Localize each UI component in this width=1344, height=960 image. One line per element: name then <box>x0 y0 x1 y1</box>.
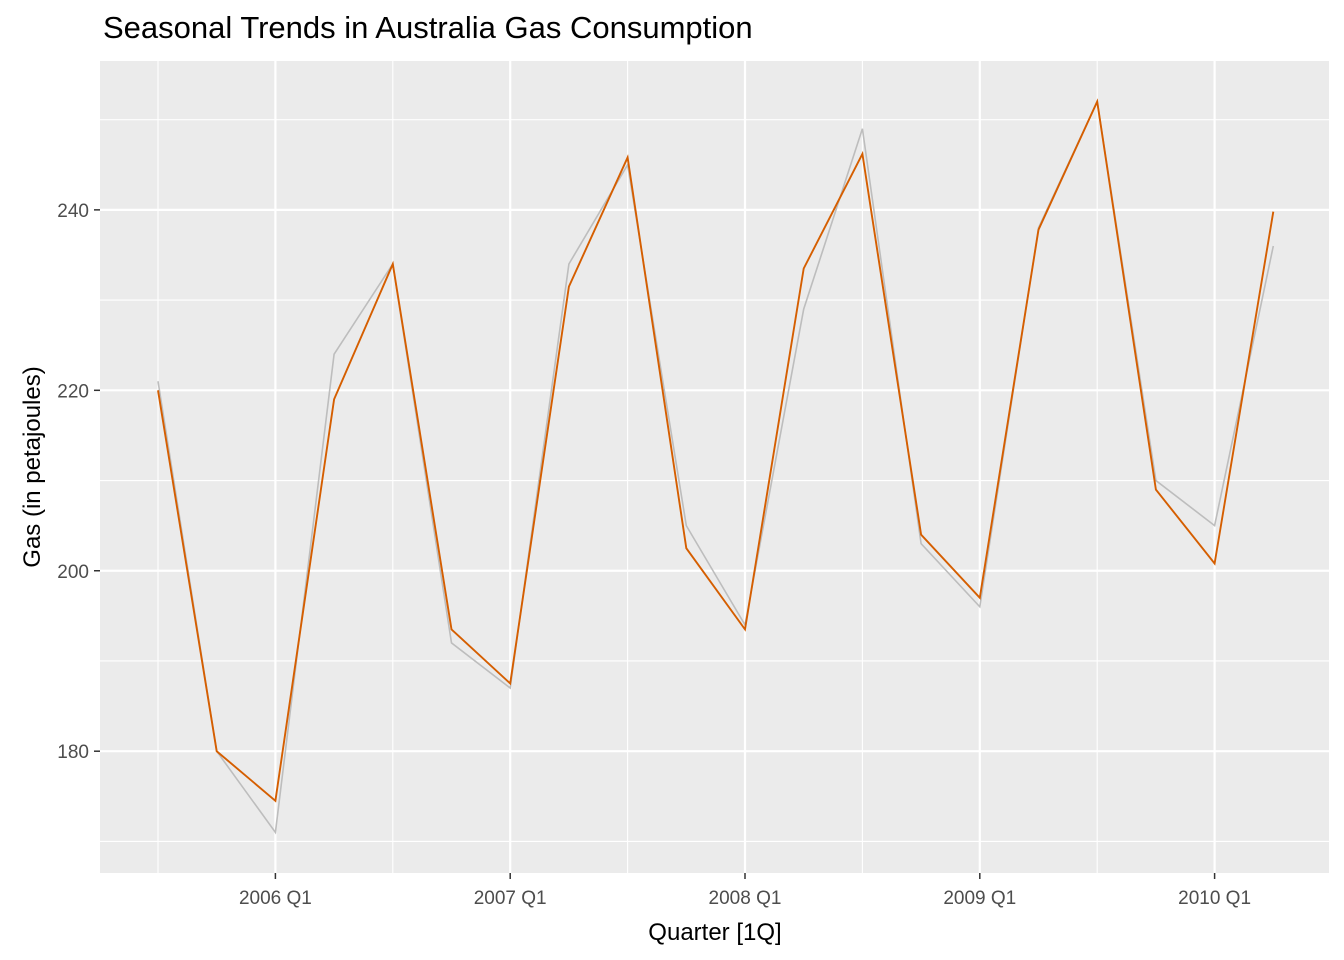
y-tick-label: 180 <box>57 742 89 763</box>
chart-title: Seasonal Trends in Australia Gas Consump… <box>103 10 753 45</box>
series-layer <box>157 98 1275 835</box>
minor-gridlines <box>100 61 1329 873</box>
tick-labels: 180 200 220 240 2006 Q1 2007 Q1 2008 Q1 2009 Q1… <box>57 201 1251 909</box>
axis-ticks <box>94 209 1216 879</box>
y-tick-label: 240 <box>57 201 89 222</box>
x-tick-label: 2007 Q1 <box>474 888 547 909</box>
x-axis-title: Quarter [1Q] <box>648 919 781 946</box>
series-line-2 <box>157 98 1275 803</box>
plot-panel <box>100 61 1329 873</box>
major-gridlines <box>100 61 1329 873</box>
x-tick-label: 2010 Q1 <box>1178 888 1251 909</box>
y-tick-label: 220 <box>57 381 89 402</box>
y-axis-title: Gas (in petajoules) <box>19 366 46 567</box>
y-tick-label: 200 <box>57 562 89 583</box>
x-tick-label: 2006 Q1 <box>239 888 312 909</box>
x-tick-label: 2008 Q1 <box>709 888 782 909</box>
x-tick-label: 2009 Q1 <box>943 888 1016 909</box>
